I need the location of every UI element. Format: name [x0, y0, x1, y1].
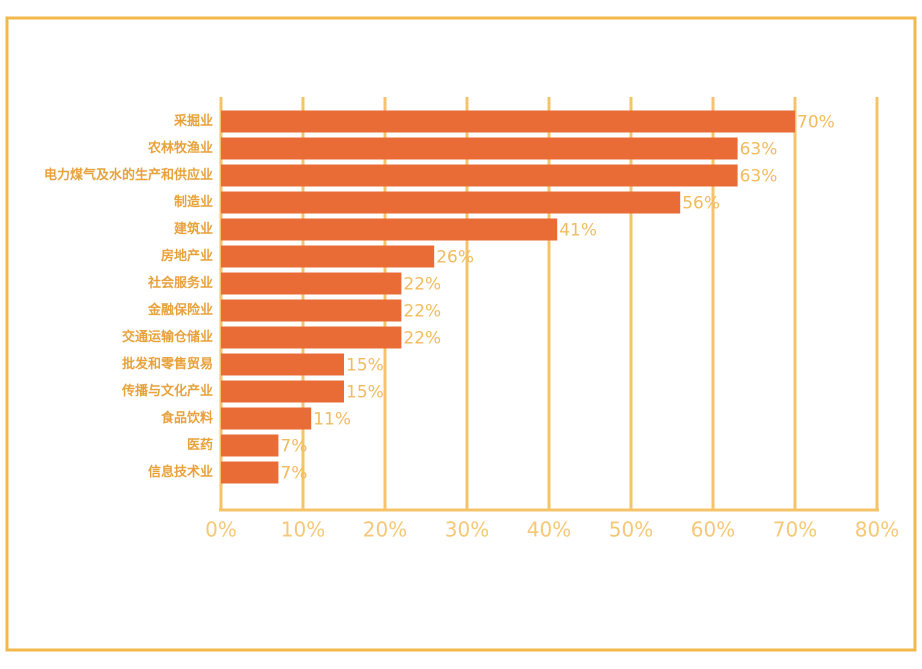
bar: [221, 137, 738, 160]
value-label: 63%: [740, 140, 778, 160]
bar: [221, 164, 738, 187]
bar: [221, 461, 279, 484]
bar: [221, 353, 344, 376]
y-tick-label: 采掘业: [173, 113, 213, 129]
value-label: 15%: [346, 356, 384, 376]
y-tick-label: 社会服务业: [147, 275, 213, 291]
bar: [221, 407, 312, 430]
y-tick-label: 农林牧渔业: [147, 140, 213, 156]
value-label: 15%: [346, 383, 384, 403]
bar: [221, 245, 435, 268]
value-label: 22%: [403, 329, 441, 349]
x-tick-label: 50%: [609, 518, 653, 542]
value-label: 56%: [682, 194, 720, 214]
y-tick-label: 食品饮料: [161, 410, 213, 426]
y-tick-label: 信息技术业: [148, 464, 213, 480]
bar: [221, 272, 402, 295]
x-tick-label: 60%: [691, 518, 735, 542]
value-label: 41%: [559, 221, 597, 241]
value-label: 11%: [313, 410, 351, 430]
bar: [221, 326, 402, 349]
value-label: 22%: [403, 302, 441, 322]
y-tick-label: 金融保险业: [147, 302, 213, 318]
y-tick-label: 医药: [187, 437, 213, 453]
x-tick-label: 80%: [855, 518, 899, 542]
y-tick-label: 建筑业: [174, 221, 213, 237]
bar: [221, 434, 279, 457]
x-tick-label: 0%: [205, 518, 237, 542]
y-tick-label: 制造业: [174, 194, 213, 210]
value-label: 63%: [740, 167, 778, 187]
y-tick-label: 电力煤气及水的生产和供应业: [44, 167, 213, 183]
bar: [221, 191, 681, 214]
x-tick-label: 40%: [527, 518, 571, 542]
bar: [221, 380, 344, 403]
value-label: 7%: [280, 437, 307, 457]
x-tick-label: 10%: [281, 518, 325, 542]
x-tick-label: 20%: [363, 518, 407, 542]
bar: [221, 218, 558, 241]
y-tick-label: 传播与文化产业: [121, 383, 213, 399]
y-tick-label: 房地产业: [161, 248, 213, 264]
value-label: 22%: [403, 275, 441, 295]
value-label: 26%: [436, 248, 474, 268]
x-tick-label: 70%: [773, 518, 817, 542]
value-label: 70%: [797, 113, 835, 133]
y-tick-label: 交通运输仓储业: [122, 329, 213, 345]
bar: [221, 110, 795, 133]
value-label: 7%: [280, 464, 307, 484]
bar: [221, 299, 402, 322]
x-tick-label: 30%: [445, 518, 489, 542]
frame: [5, 16, 917, 652]
y-tick-label: 批发和零售贸易: [122, 356, 213, 372]
